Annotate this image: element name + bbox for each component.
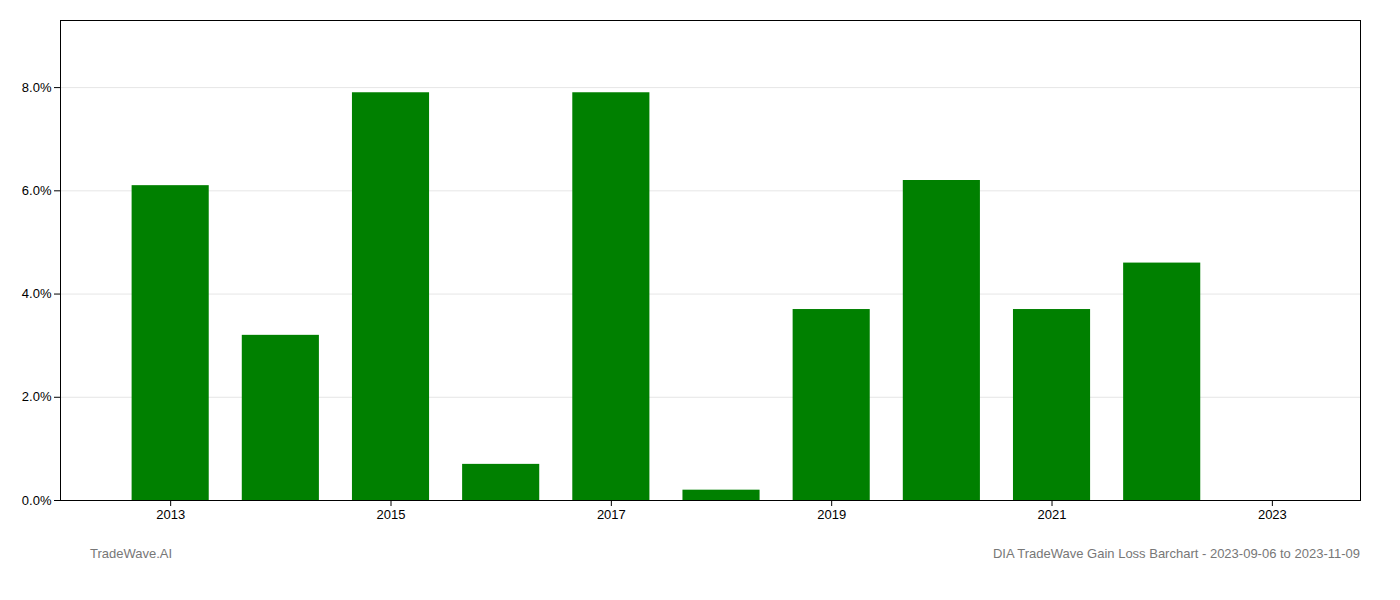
svg-text:0.0%: 0.0% [22, 493, 52, 508]
svg-text:2017: 2017 [597, 507, 626, 522]
svg-text:4.0%: 4.0% [22, 286, 52, 301]
svg-text:6.0%: 6.0% [22, 183, 52, 198]
svg-text:2023: 2023 [1258, 507, 1287, 522]
html-text:TradeWave.AI: TradeWave.AI [90, 546, 173, 561]
svg-text:2021: 2021 [1038, 507, 1067, 522]
svg-text:2019: 2019 [817, 507, 846, 522]
svg-text:2015: 2015 [377, 507, 406, 522]
html-text:DIA TradeWave Gain Loss Barcha: DIA TradeWave Gain Loss Barchart - 2023-… [992, 546, 1360, 561]
svg-text:2013: 2013 [156, 507, 185, 522]
svg-text:2.0%: 2.0% [22, 389, 52, 404]
svg-text:8.0%: 8.0% [22, 80, 52, 95]
